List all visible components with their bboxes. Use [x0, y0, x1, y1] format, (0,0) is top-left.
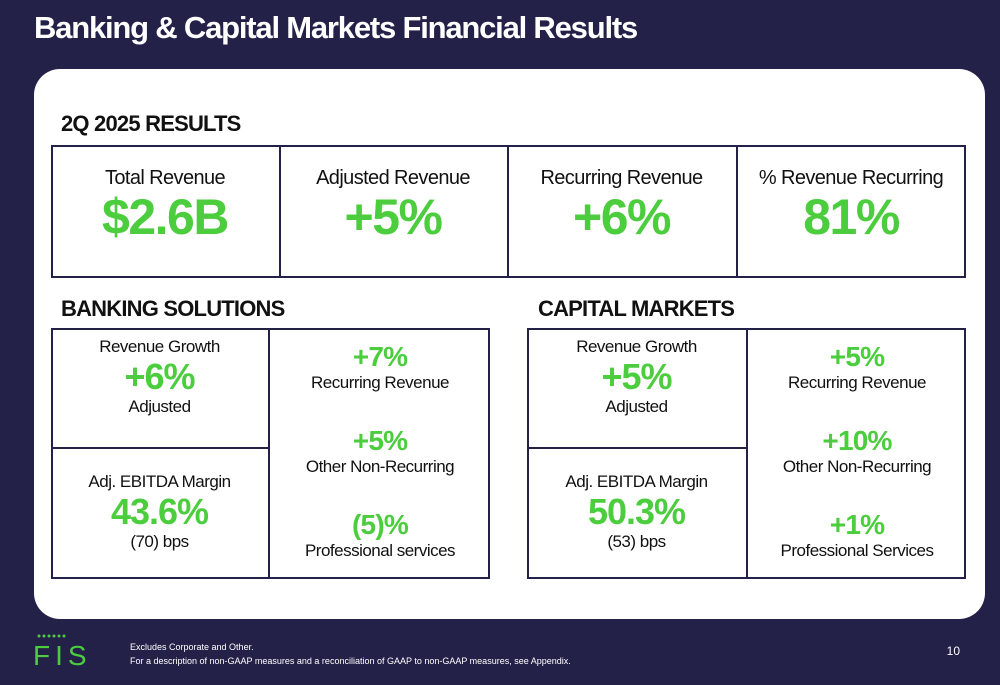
capital-margin-sub: (53) bps — [607, 531, 666, 551]
banking-heading: BANKING SOLUTIONS — [61, 296, 285, 321]
kpi-label: Adjusted Revenue — [316, 167, 470, 189]
capital-breakdown-other: +10% Other Non-Recurring — [748, 425, 966, 477]
banking-growth-label: Revenue Growth — [99, 337, 220, 356]
capital-growth: Revenue Growth +5% Adjusted — [527, 337, 746, 417]
banking-growth-value: +6% — [124, 356, 195, 397]
breakdown-label: Recurring Revenue — [311, 372, 449, 392]
kpi-percent-recurring: % Revenue Recurring 81% — [736, 167, 966, 245]
capital-growth-value: +5% — [601, 356, 672, 397]
capital-margin: Adj. EBITDA Margin 50.3% (53) bps — [527, 472, 746, 552]
footer-note-1: Excludes Corporate and Other. — [130, 642, 254, 652]
banking-breakdown-other: +5% Other Non-Recurring — [270, 425, 490, 477]
breakdown-value: (5)% — [352, 509, 409, 540]
kpi-divider — [736, 145, 738, 278]
banking-margin-value: 43.6% — [110, 491, 209, 532]
breakdown-value: +5% — [352, 425, 408, 456]
breakdown-label: Recurring Revenue — [788, 372, 926, 392]
kpi-label: Total Revenue — [104, 167, 226, 189]
banking-breakdown-recurring: +7% Recurring Revenue — [270, 341, 490, 393]
banking-margin-label: Adj. EBITDA Margin — [88, 472, 231, 491]
capital-heading: CAPITAL MARKETS — [538, 296, 735, 321]
capital-growth-sub: Adjusted — [605, 396, 668, 416]
fis-logo-mark: FIS — [33, 634, 92, 671]
banking-growth: Revenue Growth +6% Adjusted — [51, 337, 268, 417]
footer-note-2: For a description of non-GAAP measures a… — [130, 656, 571, 666]
slide-title: Banking & Capital Markets Financial Resu… — [34, 10, 638, 45]
kpi-label: Recurring Revenue — [540, 167, 703, 189]
kpi-total-revenue: Total Revenue $2.6B — [51, 167, 279, 245]
banking-growth-sub: Adjusted — [128, 396, 191, 416]
kpi-divider — [507, 145, 509, 278]
fis-logo-text: FIS — [33, 640, 92, 668]
breakdown-value: +10% — [822, 425, 892, 456]
kpi-divider — [279, 145, 281, 278]
capital-breakdown-professional: +1% Professional Services — [748, 509, 966, 561]
capital-breakdown-recurring: +5% Recurring Revenue — [748, 341, 966, 393]
banking-breakdown-professional: (5)% Professional services — [270, 509, 490, 561]
breakdown-label: Other Non-Recurring — [305, 456, 455, 476]
kpi-value: +6% — [573, 189, 671, 245]
banking-margin-sub: (70) bps — [130, 531, 189, 551]
breakdown-value: +1% — [829, 509, 885, 540]
breakdown-label: Other Non-Recurring — [782, 456, 932, 476]
results-heading: 2Q 2025 RESULTS — [61, 111, 241, 136]
kpi-label: % Revenue Recurring — [758, 167, 944, 189]
kpi-adjusted-revenue: Adjusted Revenue +5% — [279, 167, 507, 245]
capital-growth-label: Revenue Growth — [576, 337, 697, 356]
capital-divider — [746, 328, 748, 579]
kpi-value: 81% — [803, 189, 900, 245]
breakdown-label: Professional services — [304, 540, 456, 560]
breakdown-value: +7% — [352, 341, 408, 372]
banking-divider — [51, 447, 269, 449]
capital-margin-value: 50.3% — [587, 491, 686, 532]
kpi-value: +5% — [344, 189, 443, 245]
kpi-value: $2.6B — [102, 189, 229, 245]
content-card: 2Q 2025 RESULTS Total Revenue $2.6B Adju… — [34, 69, 985, 619]
breakdown-value: +5% — [829, 341, 885, 372]
fis-logo: FIS — [32, 632, 94, 673]
page-number: 10 — [946, 644, 960, 658]
banking-margin: Adj. EBITDA Margin 43.6% (70) bps — [51, 472, 268, 552]
breakdown-label: Professional Services — [780, 540, 934, 560]
capital-divider — [527, 447, 747, 449]
kpi-recurring-revenue: Recurring Revenue +6% — [507, 167, 736, 245]
capital-margin-label: Adj. EBITDA Margin — [565, 472, 708, 491]
banking-box — [51, 328, 490, 579]
banking-divider — [268, 328, 270, 579]
